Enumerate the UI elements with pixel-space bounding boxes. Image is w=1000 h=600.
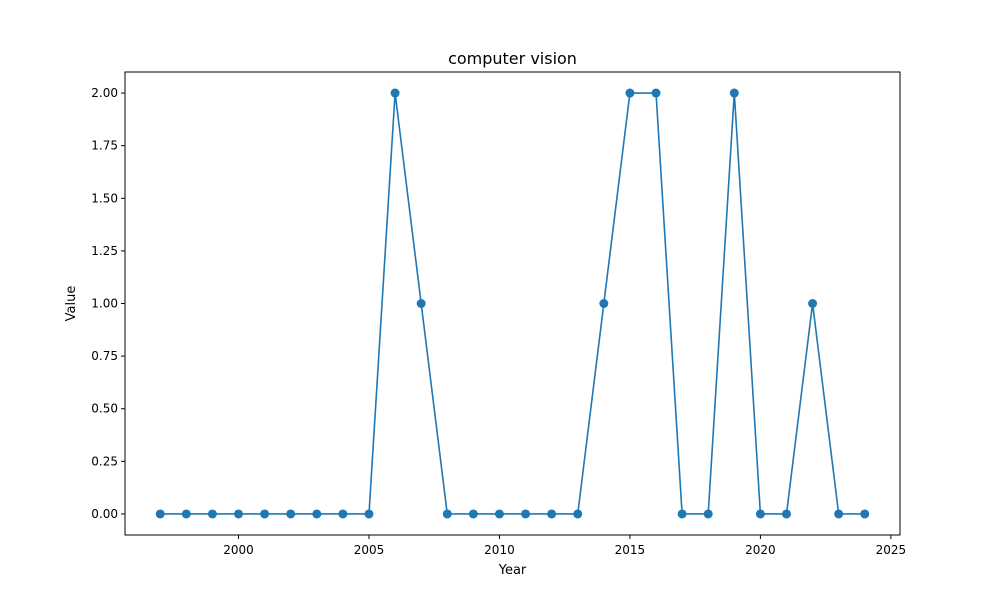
data-point	[155, 509, 165, 519]
data-point	[416, 299, 426, 308]
data-point	[599, 299, 609, 308]
data-point	[338, 509, 348, 519]
data-point	[442, 509, 452, 519]
y-tick-label: 0.25	[91, 454, 118, 468]
series-layer	[155, 88, 870, 519]
data-point	[364, 509, 374, 519]
y-tick-label: 1.75	[91, 139, 118, 153]
data-point	[547, 509, 557, 519]
data-point	[677, 509, 687, 519]
x-tick-label: 2015	[615, 543, 646, 557]
data-point	[286, 509, 296, 519]
y-tick-label: 1.00	[91, 297, 118, 311]
data-point	[390, 88, 400, 98]
y-axis-ticks: 0.00 0.25 0.50 0.75 1.00 1.25 1.50 1.75 2.00	[91, 86, 125, 521]
data-point	[207, 509, 217, 519]
x-tick-label: 2000	[223, 543, 254, 557]
data-point	[234, 509, 244, 519]
x-tick-label: 2010	[484, 543, 515, 557]
y-tick-label: 0.00	[91, 507, 118, 521]
data-point	[860, 509, 870, 519]
series-line	[160, 92, 865, 515]
x-axis-ticks: 2000 2005 2010 2015 2020 2025	[223, 535, 906, 557]
data-point	[834, 509, 844, 519]
x-tick-label: 2005	[354, 543, 385, 557]
data-point	[781, 509, 791, 519]
y-tick-label: 2.00	[91, 86, 118, 100]
data-point	[755, 509, 765, 519]
y-tick-label: 0.50	[91, 402, 118, 416]
x-tick-label: 2020	[745, 543, 776, 557]
y-tick-label: 1.25	[91, 244, 118, 258]
data-point	[703, 509, 713, 519]
data-point	[625, 88, 635, 98]
y-tick-label: 1.50	[91, 191, 118, 205]
data-point	[181, 509, 191, 519]
x-tick-label: 2025	[876, 543, 907, 557]
data-point	[494, 509, 504, 519]
data-point	[521, 509, 531, 519]
chart-title: computer vision	[448, 49, 577, 68]
y-axis-label: Value	[64, 286, 79, 322]
y-tick-label: 0.75	[91, 349, 118, 363]
data-point	[573, 509, 583, 519]
plot-area-frame	[124, 71, 901, 536]
data-point	[651, 88, 661, 98]
x-axis-label: Year	[498, 563, 527, 578]
data-point	[260, 509, 270, 519]
data-point	[312, 509, 322, 519]
data-point	[808, 299, 818, 308]
data-point	[468, 509, 478, 519]
data-point	[729, 88, 739, 98]
